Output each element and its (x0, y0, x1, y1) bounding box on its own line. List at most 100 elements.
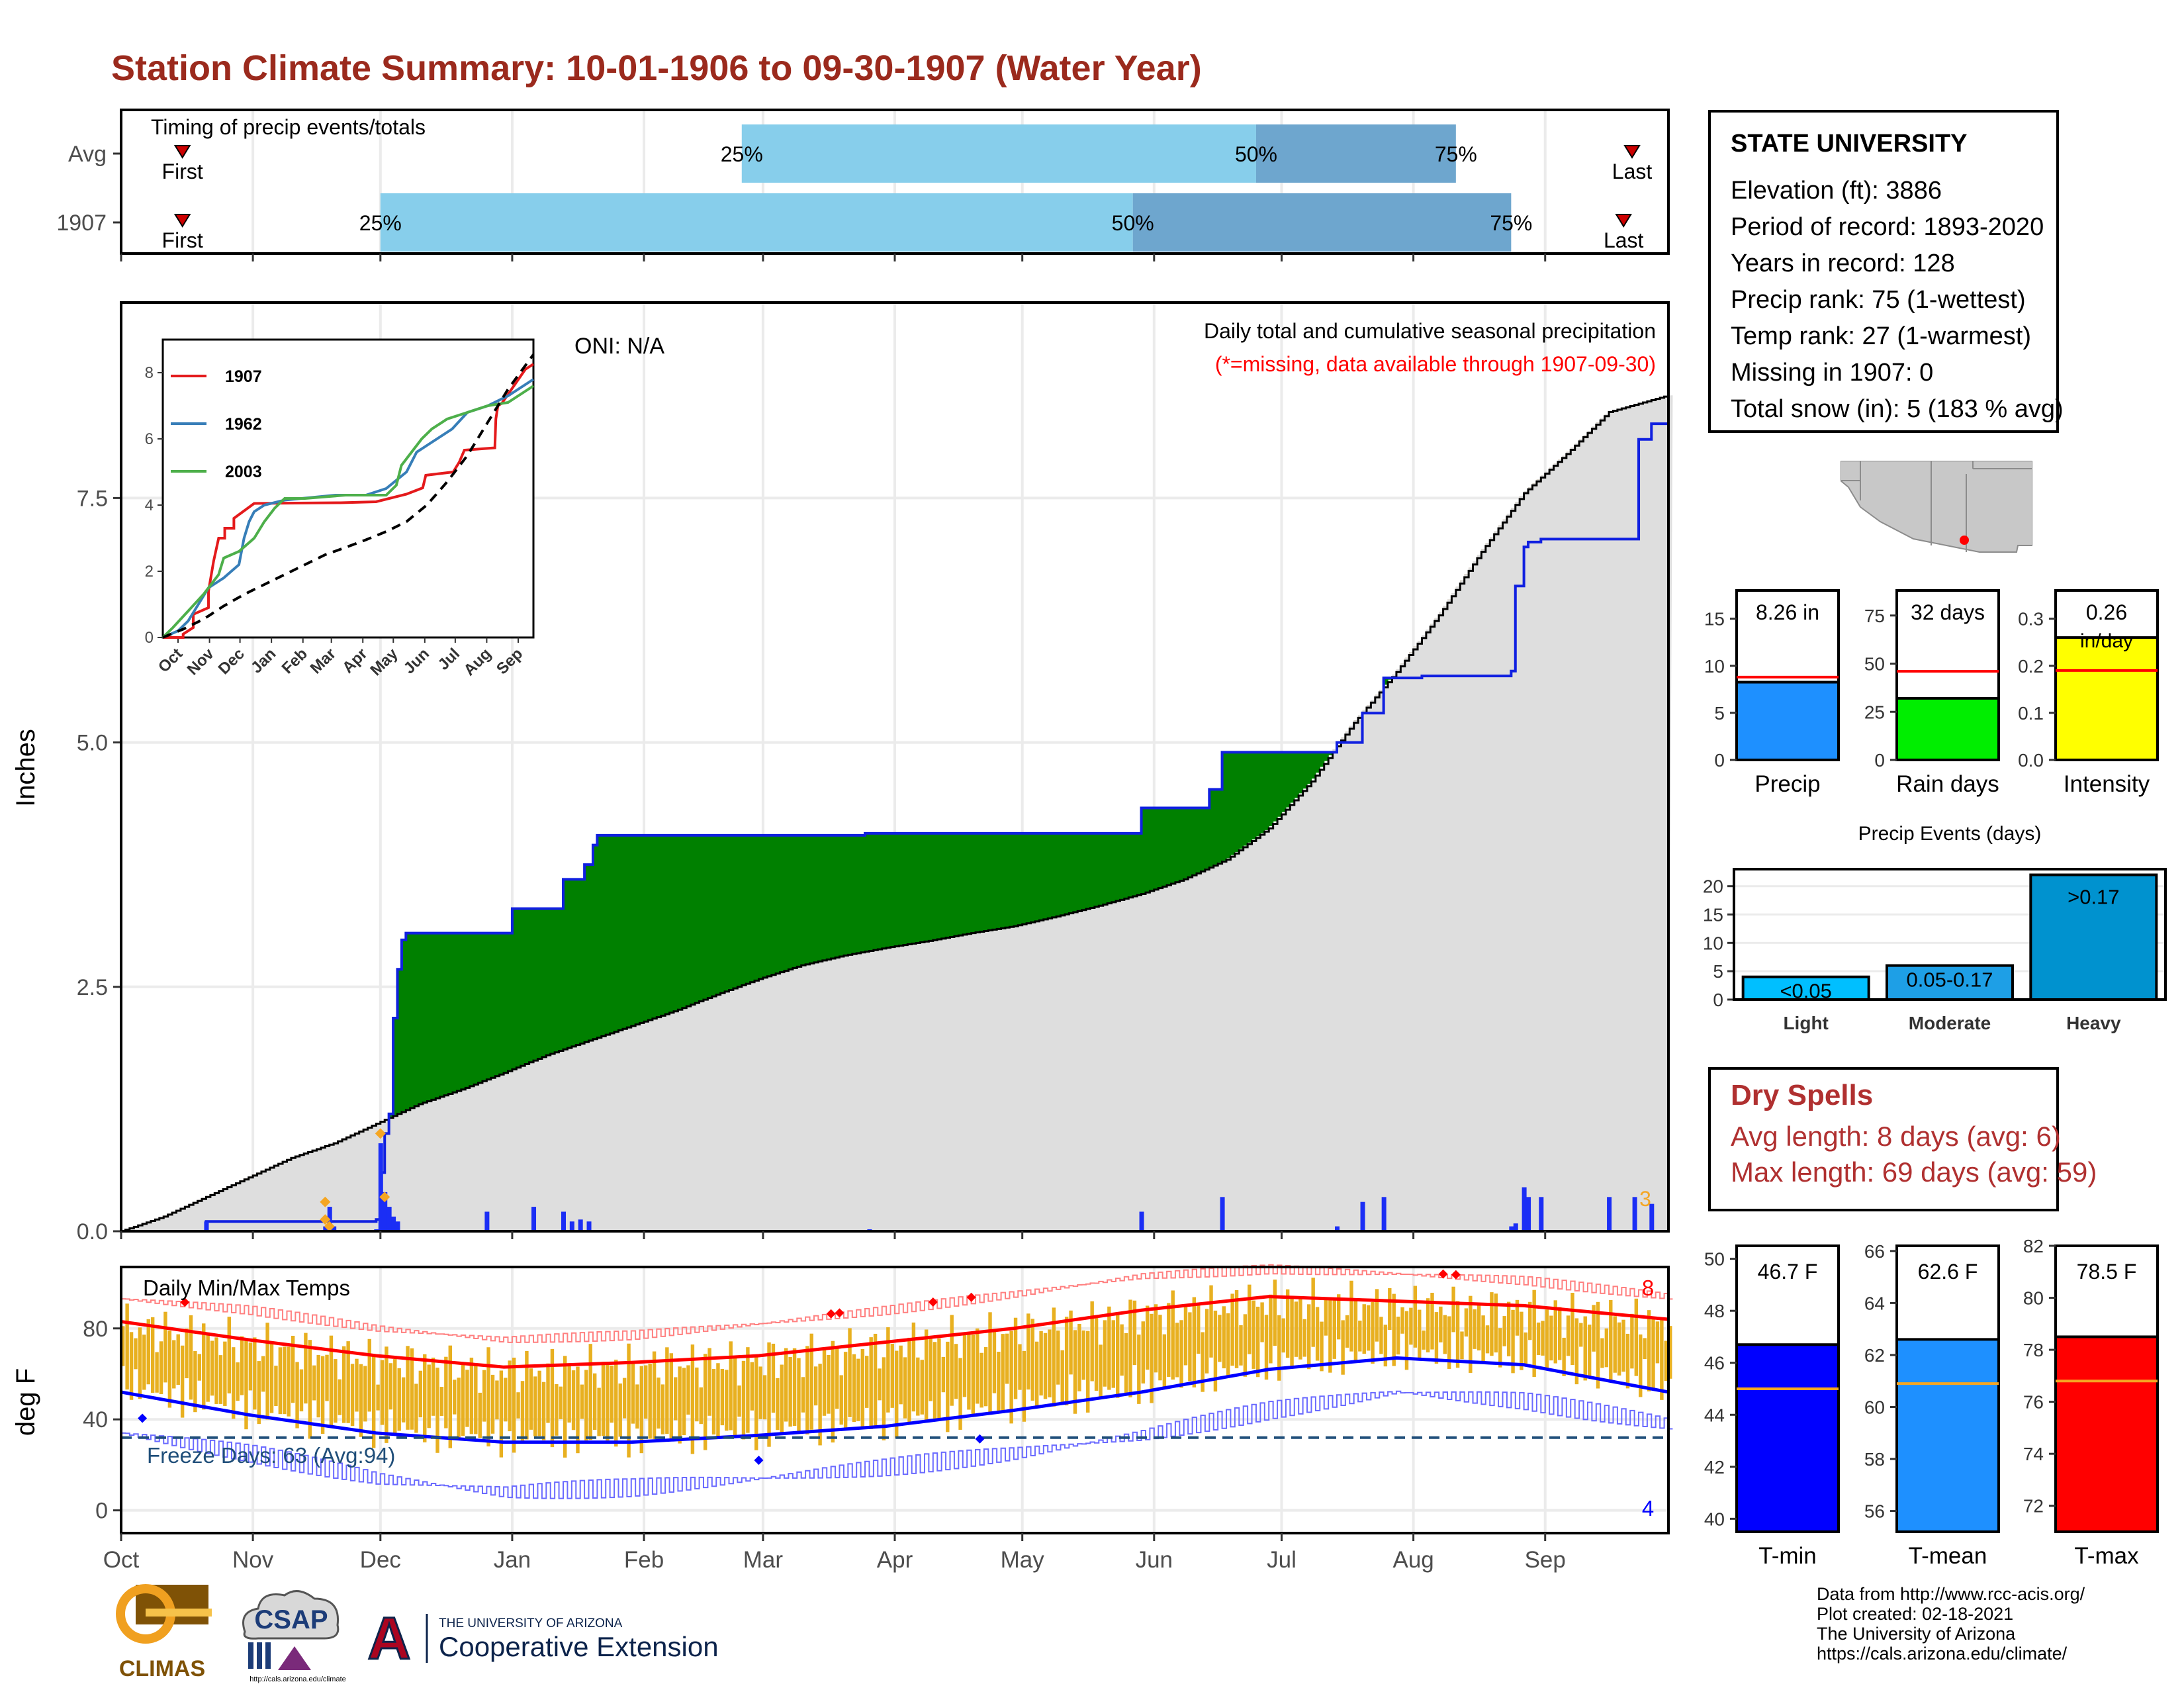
wet-fill (1209, 789, 1214, 867)
wet-fill (657, 835, 662, 1017)
normal-precip-area (1392, 675, 1397, 1231)
daily-temp-bar (1248, 1284, 1251, 1354)
daily-temp-bar (1315, 1307, 1320, 1361)
daily-precip-bar (1649, 1203, 1655, 1231)
daily-temp-bar (848, 1328, 852, 1417)
wet-fill (767, 835, 772, 976)
normal-precip-area (1469, 567, 1474, 1231)
wet-fill (1171, 808, 1176, 883)
normal-precip-area (1498, 525, 1504, 1231)
wet-fill (1285, 752, 1291, 808)
daily-temp-bar (253, 1337, 257, 1410)
wet-fill (924, 833, 929, 941)
normal-precip-area (1604, 414, 1610, 1231)
daily-temp-bar (210, 1340, 214, 1396)
wet-fill (1132, 833, 1138, 896)
daily-temp-bar (988, 1312, 992, 1415)
events-ytick-label: 15 (1703, 905, 1723, 925)
wet-fill (920, 833, 925, 942)
daily-temp-bar (269, 1342, 274, 1413)
wet-fill (559, 908, 564, 1051)
temp-top-right-label: 8 (1642, 1276, 1654, 1300)
wet-fill (525, 908, 530, 1064)
gauge-ytick-label: 0.1 (2018, 703, 2044, 724)
daily-temp-bar (865, 1356, 869, 1408)
daily-temp-bar (385, 1346, 388, 1443)
observed-precip-line (121, 422, 1668, 1233)
daily-temp-bar (1302, 1319, 1307, 1357)
normal-precip-area (1660, 397, 1665, 1231)
daily-temp-bar (890, 1343, 894, 1408)
daily-temp-bar (754, 1356, 758, 1450)
daily-temp-bar (1162, 1334, 1167, 1389)
wet-fill (1302, 752, 1308, 789)
normal-precip-area (1447, 599, 1453, 1231)
wet-fill (635, 835, 641, 1024)
wet-fill (937, 833, 942, 939)
daily-temp-bar (1294, 1301, 1298, 1357)
normal-precip-area (334, 1142, 339, 1231)
gauge-ytick-label: 56 (1864, 1501, 1885, 1522)
daily-temp-bar (150, 1317, 155, 1393)
daily-temp-bar (1439, 1306, 1443, 1342)
inset-ytick-label: 2 (145, 563, 154, 581)
wet-fill (762, 835, 768, 977)
wet-fill (1218, 789, 1223, 863)
station-period: Period of record: 1893-2020 (1731, 213, 2044, 241)
wet-fill (1175, 808, 1180, 882)
wet-fill (882, 833, 887, 949)
daily-temp-bar (138, 1327, 142, 1399)
gauge-ytick-label: 48 (1704, 1301, 1725, 1321)
events-bar (2029, 873, 2158, 1001)
normal-precip-area (214, 1192, 220, 1231)
gauge-ytick-label: 62 (1864, 1345, 1885, 1366)
gauge-ytick-label: 15 (1704, 609, 1725, 630)
station-location-dot (1960, 536, 1969, 545)
normal-precip-area (1520, 496, 1525, 1231)
normal-precip-area (1511, 508, 1516, 1231)
daily-temp-bar (1570, 1292, 1574, 1366)
daily-temp-bar (1311, 1278, 1315, 1347)
wet-fill (852, 835, 857, 954)
wet-fill (627, 835, 632, 1027)
normal-precip-area (172, 1211, 177, 1231)
daily-temp-bar (1255, 1306, 1260, 1378)
wet-fill (792, 835, 797, 968)
last-marker (1615, 214, 1632, 228)
daily-temp-bar (1349, 1280, 1353, 1352)
daily-temp-bar (1473, 1309, 1477, 1349)
daily-temp-bar (852, 1354, 856, 1423)
daily-temp-bar (1205, 1309, 1209, 1374)
daily-temp-bar (1485, 1325, 1490, 1354)
wet-fill (941, 833, 946, 939)
daily-temp-bar (1103, 1320, 1107, 1387)
daily-temp-bar (435, 1368, 439, 1453)
wet-fill (678, 835, 683, 1009)
wet-fill (414, 933, 420, 1105)
daily-temp-bar (1609, 1299, 1613, 1382)
normal-precip-area (1541, 475, 1546, 1231)
daily-temp-bar (703, 1354, 707, 1450)
locator-map (1841, 461, 2032, 564)
wet-fill (1137, 833, 1142, 895)
wet-fill (1222, 752, 1227, 861)
daily-temp-bar (929, 1336, 933, 1401)
daily-temp-bar (895, 1350, 899, 1438)
timing-first-label: First (162, 228, 203, 252)
wet-fill (933, 833, 938, 940)
daily-temp-bar (1621, 1319, 1625, 1372)
wet-fill (555, 908, 560, 1052)
daily-temp-bar (1145, 1305, 1150, 1370)
normal-precip-area (1558, 459, 1563, 1231)
gauge-ytick-label: 0 (1874, 750, 1885, 771)
wet-fill (873, 833, 878, 950)
daily-temp-bar (1150, 1313, 1154, 1403)
last-marker (1623, 145, 1641, 159)
first-marker (173, 214, 191, 228)
daily-precip-bar (1381, 1197, 1387, 1231)
daily-temp-bar (283, 1346, 287, 1415)
daily-temp-bar (1634, 1298, 1639, 1376)
daily-temp-bar (1269, 1294, 1273, 1364)
daily-temp-bar (1128, 1299, 1132, 1397)
daily-temp-bar (334, 1359, 338, 1423)
